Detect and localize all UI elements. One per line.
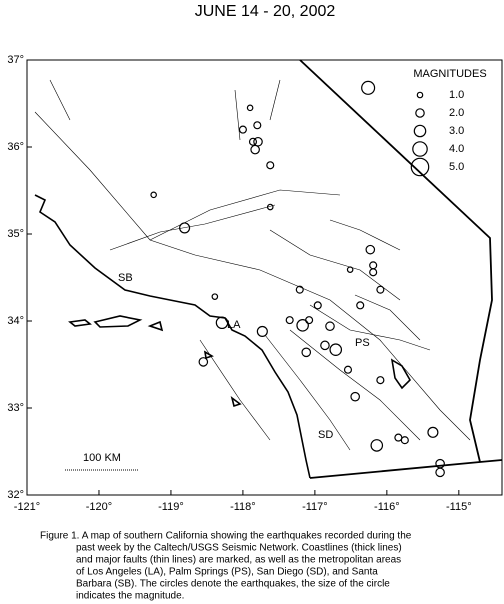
earthquake xyxy=(343,365,353,374)
earthquake xyxy=(250,144,260,155)
legend-label: 2.0 xyxy=(449,107,464,119)
x-tick-label: -115° xyxy=(446,501,472,513)
earthquake xyxy=(370,439,384,452)
state-border xyxy=(299,59,503,479)
earthquake xyxy=(365,244,376,255)
earthquake xyxy=(285,316,294,325)
x-tick-label: -120° xyxy=(86,501,112,513)
earthquake xyxy=(198,357,209,367)
y-tick-label: 37° xyxy=(7,54,24,66)
earthquake xyxy=(350,391,360,402)
earthquake xyxy=(346,266,354,273)
y-tick-label: 32° xyxy=(7,489,24,501)
x-tick-label: -116° xyxy=(374,501,400,513)
legend-title: MAGNITUDES xyxy=(413,68,486,80)
y-tick-label: 36° xyxy=(7,141,24,153)
earthquake xyxy=(266,203,274,211)
earthquake xyxy=(296,319,309,332)
x-tick-label: -117° xyxy=(302,501,328,513)
earthquake xyxy=(266,161,275,170)
earthquake xyxy=(256,325,268,337)
city-label: SD xyxy=(318,429,333,441)
legend-circle xyxy=(412,141,428,157)
coastline xyxy=(34,194,411,479)
caption-line: of Los Angeles (LA), Palm Springs (PS), … xyxy=(76,567,378,578)
earthquake xyxy=(329,343,343,357)
caption-line: past week by the Caltech/USGS Seismic Ne… xyxy=(76,543,402,554)
earthquake xyxy=(400,436,409,445)
map-title: JUNE 14 - 20, 2002 xyxy=(195,3,336,20)
earthquake xyxy=(248,137,258,146)
earthquake xyxy=(301,347,312,358)
legend-label: 5.0 xyxy=(449,161,464,173)
earthquake xyxy=(325,321,335,332)
earthquake xyxy=(361,80,376,95)
legend-circle xyxy=(413,124,427,138)
city-label: LA xyxy=(227,319,241,331)
y-tick-label: 35° xyxy=(7,228,24,240)
earthquake xyxy=(376,376,385,385)
earthquake xyxy=(179,222,191,234)
earthquake xyxy=(246,104,254,112)
earthquake xyxy=(238,125,247,134)
earthquake xyxy=(253,121,262,130)
earthquake xyxy=(305,316,314,325)
caption-line: and major faults (thin lines) are marked… xyxy=(76,555,401,566)
earthquake xyxy=(435,467,445,478)
legend-label: 3.0 xyxy=(449,125,464,137)
legend-label: 1.0 xyxy=(449,89,464,101)
earthquake xyxy=(369,268,378,277)
earthquake xyxy=(376,285,385,294)
earthquake xyxy=(150,191,157,199)
x-tick-label: -121° xyxy=(14,501,40,513)
caption-line: indicates the magnitude. xyxy=(76,591,184,602)
legend-circle xyxy=(415,108,425,118)
legend-circle xyxy=(410,157,430,177)
earthquake xyxy=(211,293,219,300)
x-tick-label: -119° xyxy=(158,501,184,513)
map-frame xyxy=(26,59,503,496)
caption-line: Barbara (SB). The circles denote the ear… xyxy=(76,579,390,590)
y-tick-label: 34° xyxy=(7,315,24,327)
scale-bar-label: 100 KM xyxy=(83,452,121,464)
legend-label: 4.0 xyxy=(449,143,464,155)
city-label: PS xyxy=(355,337,370,349)
earthquake xyxy=(320,340,330,351)
city-label: SB xyxy=(118,272,133,284)
earthquake xyxy=(356,301,365,310)
earthquake xyxy=(295,285,304,294)
x-tick-label: -118° xyxy=(230,501,256,513)
earthquake xyxy=(427,426,439,438)
earthquake xyxy=(313,301,322,310)
earthquake xyxy=(215,316,229,330)
legend-circle xyxy=(416,91,424,99)
faults xyxy=(34,79,471,451)
y-tick-label: 33° xyxy=(7,402,24,414)
caption-line: Figure 1. A map of southern California s… xyxy=(40,531,412,542)
